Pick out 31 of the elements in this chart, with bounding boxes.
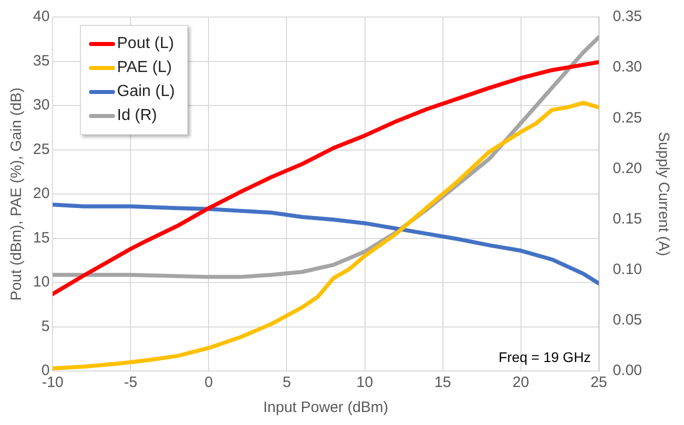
y-tick-label: 25 <box>32 140 50 158</box>
y-tick-label: 40 <box>32 8 50 26</box>
y2-tick-label: 0.10 <box>612 261 642 278</box>
y-tick-label: 5 <box>41 318 50 335</box>
y-axis-title: Pout (dBm), PAE (%), Gain (dB) <box>8 87 26 301</box>
y2-tick-label: 0.30 <box>612 58 642 76</box>
x-tick-label: 15 <box>434 374 452 392</box>
y2-tick-label: 0.00 <box>612 362 642 380</box>
x-tick-label: 20 <box>512 374 530 392</box>
y-tick-label: 30 <box>32 96 50 114</box>
y-tick-label: 15 <box>32 229 50 246</box>
x-axis-title: Input Power (dBm) <box>263 399 388 416</box>
legend-label: Gain (L) <box>117 83 175 101</box>
y2-tick-label: 0.15 <box>612 210 642 228</box>
y2-tick-label: 0.20 <box>612 160 642 177</box>
legend-label: PAE (L) <box>117 59 172 77</box>
legend-label: Pout (L) <box>117 35 174 53</box>
y-tick-label: 20 <box>32 185 50 202</box>
legend-label: Id (R) <box>117 107 157 125</box>
y-tick-label: 10 <box>32 274 50 291</box>
x-tick-label: -5 <box>124 374 138 392</box>
y2-axis-title: Supply Current (A) <box>654 132 672 256</box>
y2-tick-label: 0.35 <box>612 8 642 26</box>
x-tick-label: 25 <box>590 374 608 392</box>
y-tick-label: 35 <box>32 52 50 70</box>
x-tick-label: 0 <box>204 374 213 392</box>
x-tick-label: 10 <box>356 374 374 392</box>
y2-tick-label: 0.25 <box>612 109 642 126</box>
annotation: Freq = 19 GHz <box>498 348 591 365</box>
y2-tick-label: 0.05 <box>612 312 642 329</box>
x-tick-label: 5 <box>282 374 291 392</box>
